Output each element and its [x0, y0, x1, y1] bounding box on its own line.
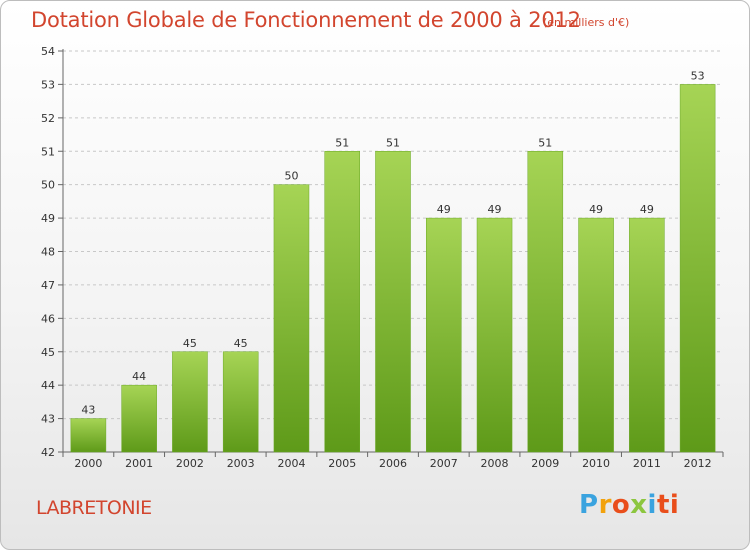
x-tick-label: 2003	[227, 457, 255, 470]
data-label: 53	[691, 69, 705, 82]
y-tick-label: 46	[41, 312, 55, 325]
bar	[476, 217, 513, 453]
y-tick-label: 50	[41, 179, 55, 192]
x-tick-label: 2001	[125, 457, 153, 470]
y-tick-label: 51	[41, 145, 55, 158]
bar	[375, 151, 411, 453]
x-tick-label: 2011	[633, 457, 661, 470]
bar	[222, 351, 259, 453]
data-label: 43	[81, 404, 95, 417]
bar	[527, 151, 564, 453]
y-tick-label: 44	[41, 379, 55, 392]
y-tick-label: 52	[41, 112, 55, 125]
data-label: 51	[335, 136, 349, 149]
proxiti-logo: Proxiti	[579, 490, 679, 520]
x-tick-label: 2010	[582, 457, 610, 470]
y-tick-label: 48	[41, 246, 55, 259]
bar	[578, 217, 614, 453]
x-tick-label: 2006	[379, 457, 407, 470]
data-label: 49	[589, 203, 603, 216]
bars	[70, 84, 716, 453]
data-label: 45	[183, 337, 197, 350]
logo-letter: o	[611, 490, 631, 520]
data-label: 45	[234, 337, 248, 350]
x-tick-label: 2000	[74, 457, 102, 470]
bar	[324, 151, 360, 453]
data-labels: 43 44 45 45 50 51 51 49 49 51 49 49 53	[81, 69, 704, 416]
logo-letter: r	[598, 490, 612, 520]
data-label: 51	[386, 136, 400, 149]
logo-letter: x	[630, 490, 648, 520]
x-tick-label: 2008	[481, 457, 509, 470]
logo-letter: ti	[656, 490, 680, 520]
y-tick-label: 53	[41, 78, 55, 91]
data-label: 49	[488, 203, 502, 216]
x-tick-label: 2005	[328, 457, 356, 470]
y-tick-label: 43	[41, 413, 55, 426]
data-label: 51	[538, 136, 552, 149]
x-tick-label: 2012	[684, 457, 712, 470]
bar	[629, 217, 665, 453]
y-tick-label: 42	[41, 446, 55, 459]
bar	[70, 418, 107, 453]
bar	[273, 184, 310, 453]
logo-letter: i	[647, 490, 657, 520]
x-tick-label: 2004	[277, 457, 305, 470]
data-label: 49	[437, 203, 451, 216]
y-tick-label: 54	[41, 45, 55, 58]
x-tick-label: 2009	[531, 457, 559, 470]
chart-title: Dotation Globale de Fonctionnement de 20…	[31, 8, 581, 32]
y-tick-label: 49	[41, 212, 55, 225]
commune-name: LABRETONIE	[36, 497, 152, 519]
unit-label: (en milliers d'€)	[543, 16, 630, 29]
y-tick-labels: 42 43 44 45 46 47 48 49 50 51 52 53 54	[41, 45, 55, 459]
x-tick-label: 2007	[430, 457, 458, 470]
data-label: 44	[132, 370, 146, 383]
y-tick-label: 45	[41, 346, 55, 359]
bar	[426, 217, 462, 453]
data-label: 49	[640, 203, 654, 216]
x-tick-label: 2002	[176, 457, 204, 470]
x-tick-labels: 2000 2001 2002 2003 2004 2005 2006 2007 2008 2009…	[74, 457, 711, 470]
y-tick-label: 47	[41, 279, 55, 292]
bar	[121, 384, 157, 453]
bar	[172, 351, 208, 453]
logo-letter: P	[579, 490, 599, 520]
data-label: 50	[284, 170, 298, 183]
bar	[679, 84, 716, 453]
